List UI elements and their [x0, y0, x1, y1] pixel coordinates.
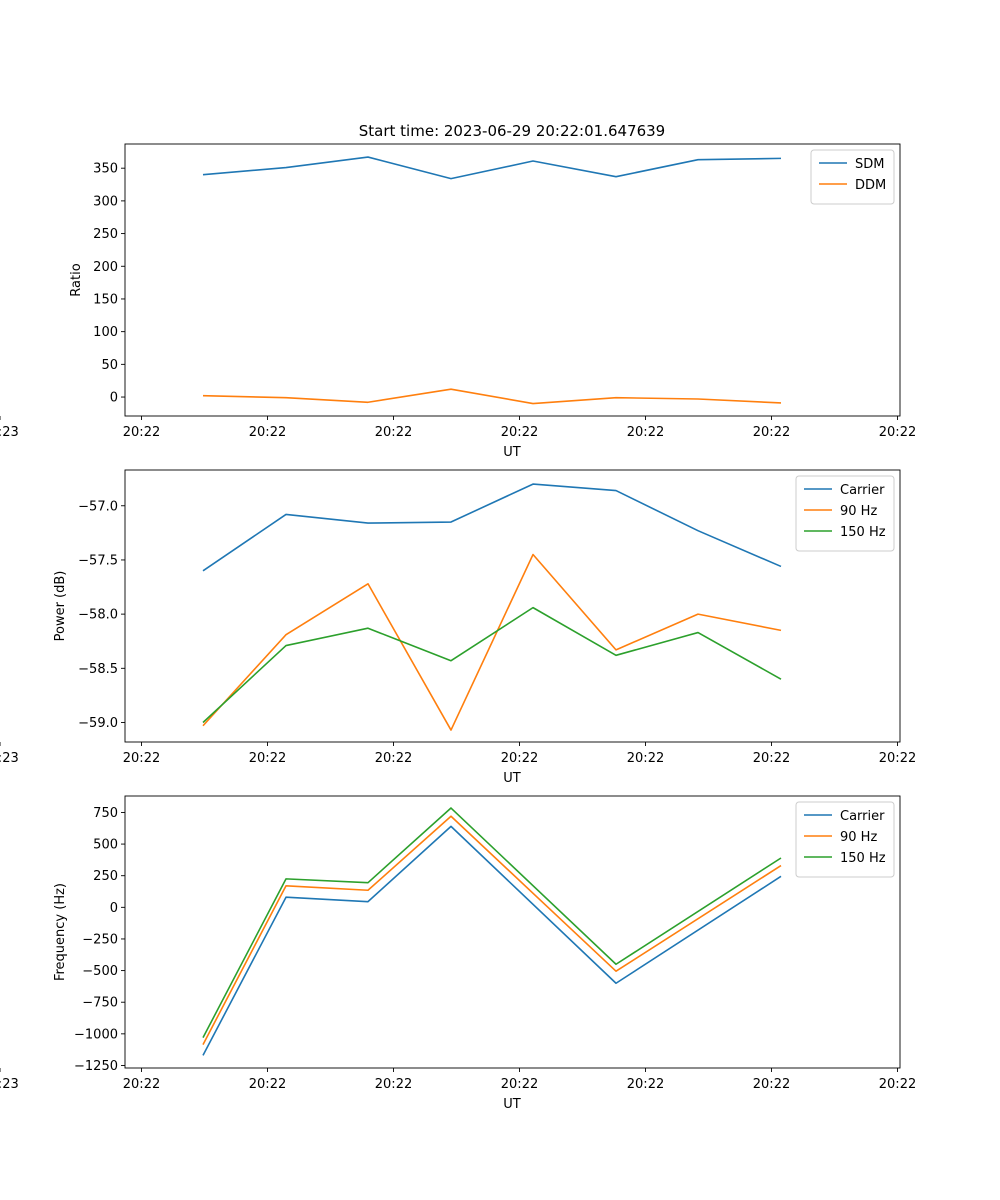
power-x-tick-label: 20:22: [879, 751, 916, 766]
frequency-legend-label: 90 Hz: [840, 830, 877, 845]
frequency-legend-box: [795, 801, 895, 878]
power-y-tick-label: −57.0: [78, 499, 118, 514]
power-legend-box: [795, 475, 895, 552]
ratio-x-tick-label: 20:22: [501, 425, 538, 440]
power-x-axis-label: UT: [503, 771, 521, 786]
ratio-x-tick-label: 20:22: [375, 425, 412, 440]
power-x-tick-label: 20:22: [375, 751, 412, 766]
frequency-y-tick-label: −750: [82, 996, 118, 1011]
power-legend: Carrier 90 Hz 150 Hz: [795, 475, 895, 552]
ratio-y-tick-label: 250: [93, 227, 118, 242]
frequency-legend-label: 150 Hz: [840, 851, 886, 866]
frequency-legend-label: Carrier: [840, 809, 885, 824]
ratio-y-tick-label: 200: [93, 260, 118, 275]
ratio-legend-label: SDM: [855, 157, 884, 172]
frequency-x-tick-label: 20:22: [627, 1077, 664, 1092]
power-legend-label: Carrier: [840, 483, 885, 498]
power-y-axis-label: Power (dB): [53, 571, 68, 642]
ratio-y-tick-label: 350: [93, 162, 118, 177]
ratio-x-axis-label: UT: [503, 445, 521, 460]
ratio-y-tick-label: 100: [93, 325, 118, 340]
power-legend-label: 90 Hz: [840, 504, 877, 519]
frequency-series-90-hz-line: [202, 815, 782, 1045]
power-legend-label: 150 Hz: [840, 525, 886, 540]
frequency-chart: 20:22 20:22 20:22 20:22 20:22 20:22 20:22 20:23…: [0, 795, 916, 1112]
frequency-x-tick-label: 20:23: [0, 1077, 19, 1092]
power-y-tick-label: −58.0: [78, 608, 118, 623]
ratio-y-axis-label: Ratio: [69, 263, 84, 296]
frequency-y-tick-label: 250: [93, 869, 118, 884]
ratio-x-tick-label: 20:22: [753, 425, 790, 440]
frequency-x-tick-label: 20:22: [879, 1077, 916, 1092]
power-x-tick-label: 20:22: [249, 751, 286, 766]
power-series-150-hz-line: [202, 606, 782, 724]
frequency-x-tick-label: 20:22: [753, 1077, 790, 1092]
ratio-y-tick-label: 50: [101, 358, 118, 373]
frequency-y-tick-label: −250: [82, 932, 118, 947]
power-x-tick-label: 20:22: [123, 751, 160, 766]
frequency-y-tick-label: 0: [110, 901, 118, 916]
ratio-y-tick-label: 150: [93, 292, 118, 307]
ratio-axes-frame: [124, 143, 901, 417]
frequency-axes-frame: [124, 795, 901, 1069]
frequency-y-axis-label: Frequency (Hz): [53, 883, 68, 981]
ratio-y-tick-label: 0: [110, 391, 118, 406]
frequency-x-tick-label: 20:22: [249, 1077, 286, 1092]
ratio-x-tick-label: 20:22: [123, 425, 160, 440]
power-x-tick-label: 20:22: [627, 751, 664, 766]
frequency-y-tick-label: 750: [93, 806, 118, 821]
power-axes-frame: [124, 469, 901, 743]
frequency-y-tick-label: −1000: [74, 1027, 118, 1042]
frequency-x-tick-label: 20:22: [501, 1077, 538, 1092]
ratio-chart: 20:22 20:22 20:22 20:22 20:22 20:22 20:22 20:23…: [0, 143, 916, 460]
ratio-series-sdm-line: [202, 156, 782, 180]
figure-title: Start time: 2023-06-29 20:22:01.647639: [359, 122, 665, 140]
power-y-tick-label: −58.5: [78, 662, 118, 677]
ratio-x-tick-label: 20:23: [0, 425, 19, 440]
ratio-series-ddm-line: [202, 388, 782, 405]
power-chart: 20:22 20:22 20:22 20:22 20:22 20:22 20:22 20:23…: [0, 469, 916, 786]
power-y-tick-label: −59.0: [78, 716, 118, 731]
power-x-tick-label: 20:22: [753, 751, 790, 766]
power-y-tick-label: −57.5: [78, 553, 118, 568]
ratio-x-tick-label: 20:22: [249, 425, 286, 440]
power-x-tick-label: 20:23: [0, 751, 19, 766]
frequency-x-axis-label: UT: [503, 1097, 521, 1112]
ratio-x-tick-label: 20:22: [879, 425, 916, 440]
power-series-90-hz-line: [202, 553, 782, 731]
frequency-y-tick-label: −1250: [74, 1059, 118, 1074]
frequency-y-tick-label: −500: [82, 964, 118, 979]
power-x-tick-label: 20:22: [501, 751, 538, 766]
ratio-legend: SDM DDM: [810, 149, 895, 205]
frequency-series-carrier-line: [202, 825, 782, 1056]
power-series-carrier-line: [202, 483, 782, 572]
frequency-y-tick-label: 500: [93, 838, 118, 853]
frequency-series-150-hz-line: [202, 807, 782, 1039]
ratio-y-tick-label: 300: [93, 194, 118, 209]
frequency-legend: Carrier 90 Hz 150 Hz: [795, 801, 895, 878]
frequency-x-tick-label: 20:22: [375, 1077, 412, 1092]
ratio-legend-label: DDM: [855, 178, 886, 193]
frequency-x-tick-label: 20:22: [123, 1077, 160, 1092]
ratio-x-tick-label: 20:22: [627, 425, 664, 440]
